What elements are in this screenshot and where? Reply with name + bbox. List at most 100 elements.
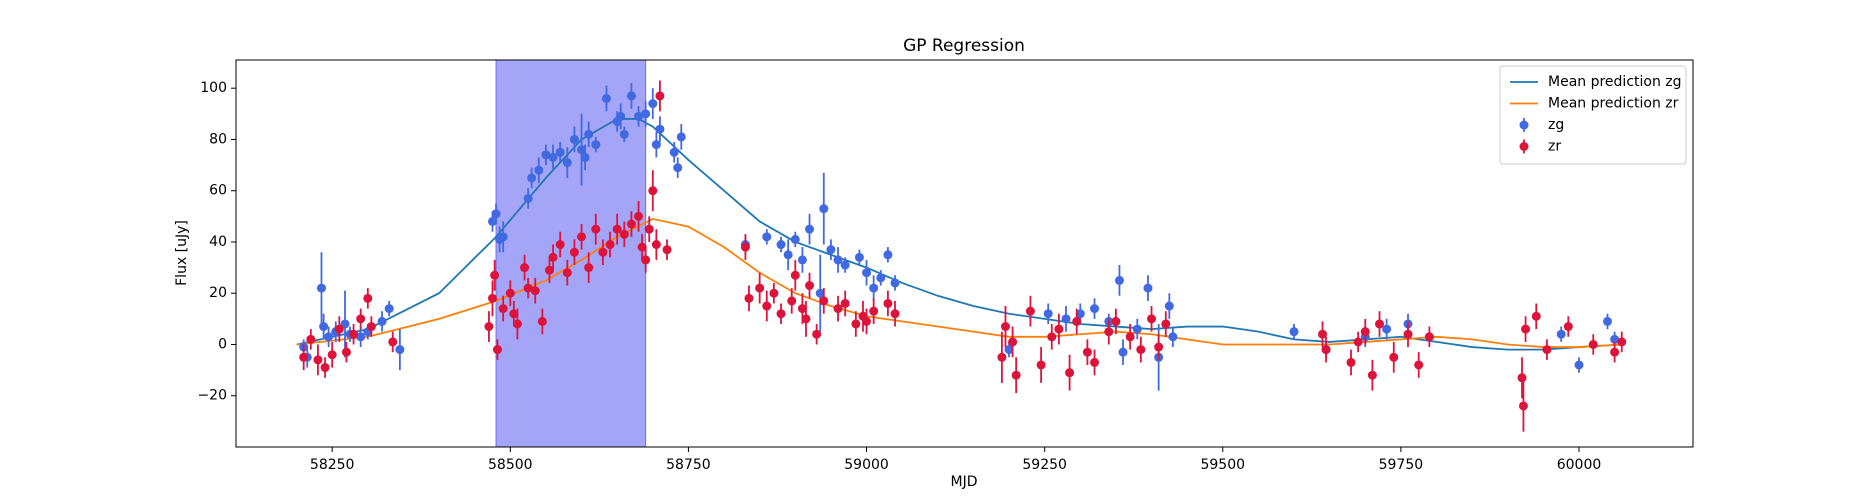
x-tick-label: 59750 <box>1379 457 1424 473</box>
x-tick-label: 58500 <box>488 457 533 473</box>
data-point <box>833 255 843 265</box>
data-point <box>1164 301 1174 311</box>
data-point <box>490 270 500 280</box>
data-point <box>313 355 323 365</box>
data-point <box>487 293 497 303</box>
data-point <box>363 293 373 303</box>
data-point <box>641 255 651 265</box>
data-point <box>862 316 872 326</box>
data-point <box>1043 309 1053 319</box>
data-point <box>641 109 651 119</box>
data-point <box>1114 275 1124 285</box>
data-point <box>498 304 508 314</box>
data-point <box>1090 304 1100 314</box>
x-tick-label: 58250 <box>310 457 355 473</box>
data-point <box>644 224 654 234</box>
data-point <box>319 322 329 332</box>
data-point <box>1389 352 1399 362</box>
x-tick-label: 59250 <box>1022 457 1067 473</box>
data-point <box>662 245 672 255</box>
data-point <box>626 91 636 101</box>
y-tick-label: 80 <box>209 131 227 147</box>
legend-marker <box>1519 120 1529 130</box>
data-point <box>384 304 394 314</box>
data-point <box>833 304 843 314</box>
data-point <box>1318 329 1328 339</box>
data-point <box>1424 332 1434 342</box>
data-point <box>769 288 779 298</box>
chart-title: GP Regression <box>903 36 1025 56</box>
data-point <box>651 240 661 250</box>
data-point <box>541 150 551 160</box>
data-point <box>580 152 590 162</box>
data-point <box>851 319 861 329</box>
data-point <box>491 209 501 219</box>
data-point <box>997 352 1007 362</box>
data-point <box>883 298 893 308</box>
legend-marker <box>1519 142 1529 151</box>
data-point <box>1118 347 1128 357</box>
data-point <box>1521 324 1531 334</box>
data-point <box>334 324 344 334</box>
data-point <box>356 332 366 342</box>
y-tick-label: 0 <box>218 336 227 352</box>
data-point <box>790 270 800 280</box>
data-point <box>801 314 811 324</box>
data-point <box>1125 332 1135 342</box>
data-point <box>1289 327 1299 337</box>
data-point <box>356 314 366 324</box>
data-point <box>1617 337 1627 347</box>
data-point <box>616 111 626 121</box>
data-point <box>819 296 829 306</box>
data-point <box>1047 332 1057 342</box>
data-point <box>395 345 405 355</box>
data-point <box>1517 373 1527 383</box>
data-point <box>577 232 587 242</box>
data-point <box>569 247 579 257</box>
x-axis-label: MJD <box>951 474 978 490</box>
data-point <box>1090 357 1100 367</box>
data-point <box>637 242 647 252</box>
data-point <box>505 288 515 298</box>
data-point <box>523 283 533 293</box>
data-point <box>509 309 519 319</box>
data-point <box>601 93 611 103</box>
data-point <box>1574 360 1584 370</box>
data-point <box>537 316 547 326</box>
data-point <box>1132 324 1142 334</box>
data-point <box>591 224 601 234</box>
data-point <box>1136 345 1146 355</box>
data-point <box>1360 327 1370 337</box>
data-point <box>527 173 537 183</box>
legend-box <box>1499 65 1687 165</box>
data-point <box>1075 309 1085 319</box>
data-point <box>1143 283 1153 293</box>
data-point <box>651 140 661 150</box>
data-point <box>819 204 829 214</box>
data-point <box>1403 329 1413 339</box>
data-point <box>316 283 326 293</box>
data-point <box>1111 316 1121 326</box>
data-point <box>548 152 558 162</box>
data-point <box>366 322 376 332</box>
y-tick-label: 20 <box>209 285 227 301</box>
data-point <box>669 147 679 157</box>
data-point <box>1556 329 1566 339</box>
data-point <box>755 283 765 293</box>
data-point <box>676 132 686 142</box>
data-point <box>1061 314 1071 324</box>
data-point <box>562 158 572 168</box>
data-point <box>790 234 800 244</box>
legend-label: Mean prediction zg <box>1548 74 1682 90</box>
data-point <box>805 281 815 291</box>
data-point <box>854 252 864 262</box>
data-point <box>324 332 334 342</box>
data-point <box>484 322 494 332</box>
data-point <box>1004 345 1014 355</box>
data-point <box>840 260 850 270</box>
data-point <box>619 229 629 239</box>
data-point <box>1346 357 1356 367</box>
data-point <box>1610 347 1620 357</box>
data-point <box>1603 316 1613 326</box>
